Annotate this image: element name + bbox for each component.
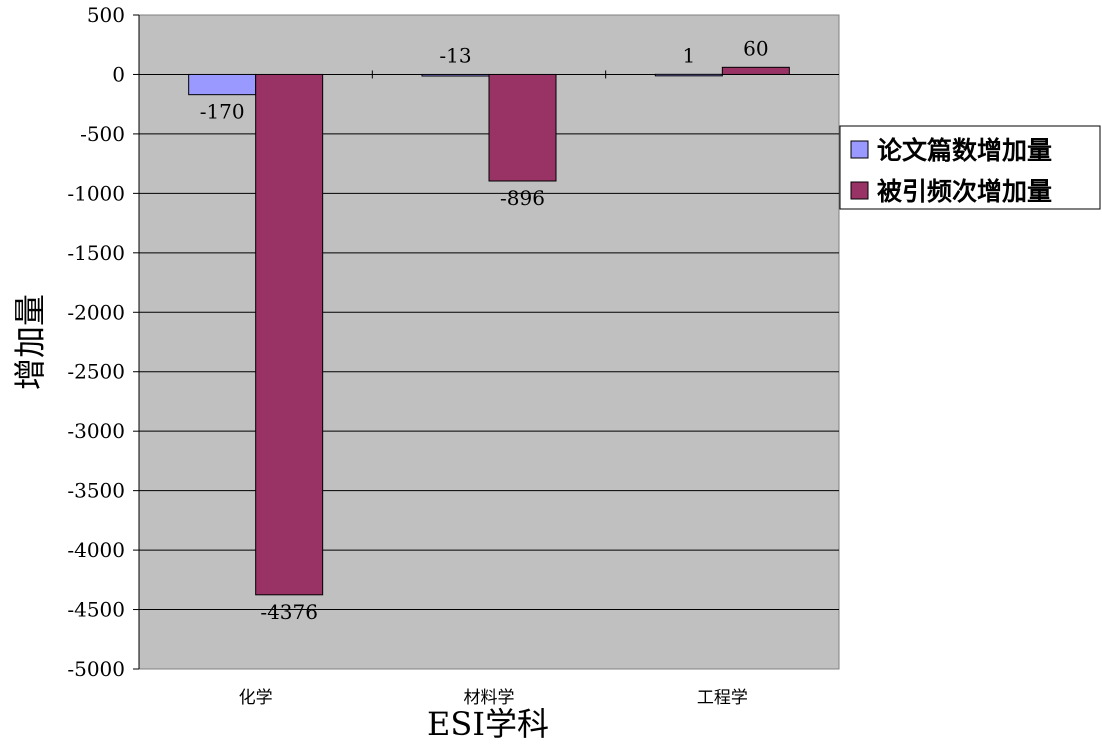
y-tick-label: 500 — [87, 3, 125, 27]
y-tick-label: -1000 — [67, 181, 125, 205]
data-label: -4376 — [260, 600, 318, 624]
y-tick-label: -3500 — [67, 479, 125, 503]
x-tick-label: 化学 — [239, 688, 273, 708]
y-tick-label: -2500 — [67, 360, 125, 384]
y-tick-label: -4500 — [67, 598, 125, 622]
y-tick-label: -2000 — [67, 300, 125, 324]
data-label: 60 — [743, 36, 768, 60]
x-tick-label: 工程学 — [697, 688, 748, 708]
bar-series-1 — [421, 73, 490, 77]
y-axis-ticks: 500 0 -500 -1000 -1500 -2000 -2500 -3000 -3500 -4… — [67, 3, 139, 681]
y-tick-label: 0 — [112, 62, 125, 86]
bar-series-2 — [721, 66, 790, 75]
legend: 论文篇数增加量 被引频次增加量 — [839, 125, 1101, 210]
data-label: -170 — [200, 100, 245, 124]
data-label: -13 — [439, 43, 471, 67]
legend-label-series-1: 论文篇数增加量 — [877, 136, 1052, 165]
legend-label-series-2: 被引频次增加量 — [877, 177, 1052, 206]
legend-swatch-series-2 — [850, 181, 869, 200]
x-axis-ticks — [371, 70, 607, 79]
legend-box — [839, 125, 1101, 210]
data-label: -896 — [500, 186, 545, 210]
y-tick-label: -1500 — [67, 241, 125, 265]
category-labels: 化学 材料学 工程学 — [239, 688, 748, 708]
bars — [188, 66, 790, 596]
data-labels: -170 -4376 -13 -896 1 60 — [200, 36, 769, 623]
bar-series-1 — [188, 73, 257, 96]
y-tick-label: -3000 — [67, 419, 125, 443]
legend-swatch-series-1 — [850, 140, 869, 159]
data-label: 1 — [682, 43, 695, 67]
bar-series-2 — [488, 73, 557, 182]
bar-series-2 — [255, 73, 324, 596]
y-tick-label: -4000 — [67, 538, 125, 562]
y-tick-label: -500 — [80, 122, 125, 146]
y-axis-title: 增加量 — [11, 294, 49, 390]
bar-series-1 — [654, 73, 723, 77]
x-axis-title: ESI学科 — [427, 705, 549, 743]
y-tick-label: -5000 — [67, 657, 125, 681]
x-tick-label: 材料学 — [464, 688, 515, 708]
